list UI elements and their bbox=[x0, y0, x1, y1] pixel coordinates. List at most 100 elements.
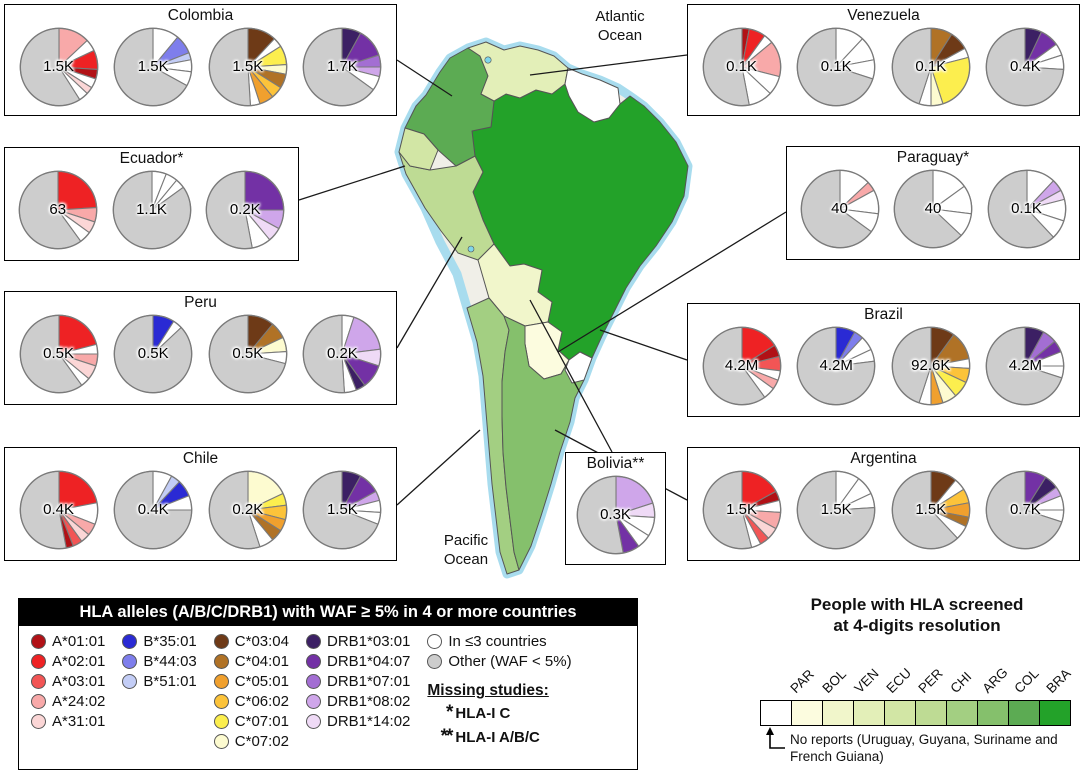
scale-label-bol: BOL bbox=[819, 666, 850, 696]
country-box-ecuador: Ecuador* 63 1.1K 0.2K bbox=[4, 147, 299, 261]
pie-chart-a: 0.5K bbox=[18, 313, 100, 395]
pie-row: 4.2M 4.2M 92.6K 4.2M bbox=[688, 325, 1079, 407]
missing-study-label: HLA-I C bbox=[455, 705, 511, 722]
country-box-colombia: Colombia 1.5K 1.5K 1.5K 1.7K bbox=[4, 4, 397, 116]
pie-sample-size: 1.5K bbox=[137, 58, 169, 76]
legend-item-label: A*03:01 bbox=[52, 673, 106, 690]
map-country-ecuador bbox=[398, 127, 439, 171]
pie-sample-size: 0.2K bbox=[229, 201, 261, 219]
scale-cell-par bbox=[791, 700, 823, 726]
pie-chart-drb1: 0.2K bbox=[204, 169, 286, 251]
legend-item-label: C*07:02 bbox=[234, 733, 289, 750]
pie-sample-size: 0.5K bbox=[137, 345, 169, 363]
legend-swatch-icon bbox=[306, 654, 321, 669]
map-country-peru bbox=[398, 151, 495, 261]
pie-row: 0.5K 0.5K 0.5K 0.2K bbox=[5, 313, 396, 395]
legend-item: A*02:01 bbox=[31, 653, 105, 670]
legend-item-label: DRB1*08:02 bbox=[327, 693, 411, 710]
scale-cell-per bbox=[915, 700, 947, 726]
scale-label-ecu: ECU bbox=[883, 665, 915, 696]
scale-label-chi: CHI bbox=[947, 668, 975, 696]
legend-swatch-icon bbox=[31, 654, 46, 669]
legend-swatch-icon bbox=[427, 634, 443, 649]
legend-item: B*51:01 bbox=[122, 673, 197, 690]
legend-item: B*35:01 bbox=[122, 633, 197, 650]
scale-strip bbox=[760, 700, 1071, 726]
legend-item-label: B*44:03 bbox=[143, 653, 197, 670]
country-title: Chile bbox=[182, 450, 219, 467]
allele-legend: HLA alleles (A/B/C/DRB1) with WAF ≥ 5% i… bbox=[18, 598, 638, 770]
pie-sample-size: 1.5K bbox=[326, 501, 358, 519]
missing-study-item: * HLA-I C bbox=[427, 702, 571, 724]
scale-title-line2: at 4-digits resolution bbox=[833, 616, 1001, 635]
country-box-chile: Chile 0.4K 0.4K 0.2K 1.5K bbox=[4, 447, 397, 561]
pie-chart-b: 1.5K bbox=[795, 469, 877, 551]
pie-sample-size: 0.5K bbox=[43, 345, 75, 363]
pie-sample-size: 0.4K bbox=[137, 501, 169, 519]
scale-label-col: COL bbox=[1011, 665, 1042, 696]
no-reports-note: No reports (Uruguay, Guyana, Suriname an… bbox=[790, 732, 1058, 764]
country-title: Venezuela bbox=[847, 7, 920, 24]
legend-swatch-icon bbox=[427, 654, 443, 669]
scale-cell-no-reports bbox=[760, 700, 792, 726]
pie-sample-size: 4.2M bbox=[819, 357, 853, 375]
pie-sample-size: 4.2M bbox=[724, 357, 759, 375]
legend-item: DRB1*04:07 bbox=[306, 653, 410, 670]
legend-item: C*07:01 bbox=[213, 713, 289, 730]
legend-item-label: A*24:02 bbox=[52, 693, 106, 710]
pie-sample-size: 0.1K bbox=[820, 58, 852, 76]
pie-chart-c: 1.5K bbox=[207, 26, 289, 108]
country-box-argentina: Argentina 1.5K 1.5K 1.5K 0.7K bbox=[687, 447, 1080, 561]
legend-swatch-icon bbox=[122, 634, 138, 649]
legend-swatch-icon bbox=[213, 734, 229, 749]
legend-item: DRB1*03:01 bbox=[306, 633, 410, 650]
legend-swatch-icon bbox=[31, 694, 46, 709]
legend-item: A*24:02 bbox=[31, 693, 105, 710]
legend-swatch-icon bbox=[31, 674, 46, 689]
legend-item: DRB1*14:02 bbox=[306, 713, 410, 730]
legend-item: A*01:01 bbox=[31, 633, 105, 650]
missing-studies: Missing studies: * HLA-I C ** HLA-I A/B/C bbox=[427, 673, 571, 748]
pie-sample-size: 0.4K bbox=[1009, 58, 1041, 76]
legend-item: Other (WAF < 5%) bbox=[427, 653, 572, 670]
pie-chart-b: 0.1K bbox=[795, 26, 877, 108]
country-box-peru: Peru 0.5K 0.5K 0.5K 0.2K bbox=[4, 291, 397, 405]
atlantic-ocean-line1: Atlantic bbox=[595, 8, 645, 25]
scale-label-arg: ARG bbox=[979, 664, 1011, 696]
pie-sample-size: 63 bbox=[49, 201, 67, 219]
pie-sample-size: 0.1K bbox=[726, 58, 758, 76]
pie-chart-c: 0.5K bbox=[207, 313, 289, 395]
legend-col-other: In ≤3 countries Other (WAF < 5%) Missing … bbox=[427, 633, 572, 750]
pie-chart-a: 1.5K bbox=[701, 469, 783, 551]
pie-sample-size: 40 bbox=[924, 200, 942, 218]
legend-col-drb1: DRB1*03:01 DRB1*04:07 DRB1*07:01 DRB1*08:02… bbox=[306, 633, 410, 750]
scale-cell-ven bbox=[853, 700, 885, 726]
scale-label-par: PAR bbox=[787, 666, 817, 696]
legend-item: DRB1*07:01 bbox=[306, 673, 410, 690]
legend-item-label: C*07:01 bbox=[234, 713, 289, 730]
pie-sample-size: 0.7K bbox=[1009, 501, 1041, 519]
scale-cell-arg bbox=[977, 700, 1009, 726]
pie-chart-drb1: 0.2K bbox=[301, 313, 383, 395]
scale-title: People with HLA screened at 4-digits res… bbox=[750, 594, 1084, 636]
pie-sample-size: 1.5K bbox=[726, 501, 758, 519]
pie-sample-size: 0.4K bbox=[43, 501, 75, 519]
scale-cell-col bbox=[1008, 700, 1040, 726]
pie-sample-size: 92.6K bbox=[911, 357, 951, 375]
pie-chart-b: 1.1K bbox=[111, 169, 193, 251]
pie-sample-size: 1.7K bbox=[326, 58, 358, 76]
legend-item: C*06:02 bbox=[213, 693, 289, 710]
legend-swatch-icon bbox=[306, 714, 321, 729]
pie-chart-b: 1.5K bbox=[112, 26, 194, 108]
scale-cell-bra bbox=[1039, 700, 1071, 726]
legend-item: C*05:01 bbox=[213, 673, 289, 690]
country-title: Argentina bbox=[850, 450, 917, 467]
pie-sample-size: 0.3K bbox=[600, 506, 631, 524]
scale-label-per: PER bbox=[915, 665, 946, 696]
country-box-paraguay: Paraguay* 40 40 0.1K bbox=[786, 146, 1080, 260]
legend-item-label: In ≤3 countries bbox=[448, 633, 547, 650]
scale-label-bra: BRA bbox=[1043, 665, 1074, 696]
legend-item: B*44:03 bbox=[122, 653, 197, 670]
scale-cell-ecu bbox=[884, 700, 916, 726]
legend-col-a: A*01:01 A*02:01 A*03:01 A*24:02 A*31:01 bbox=[31, 633, 105, 750]
